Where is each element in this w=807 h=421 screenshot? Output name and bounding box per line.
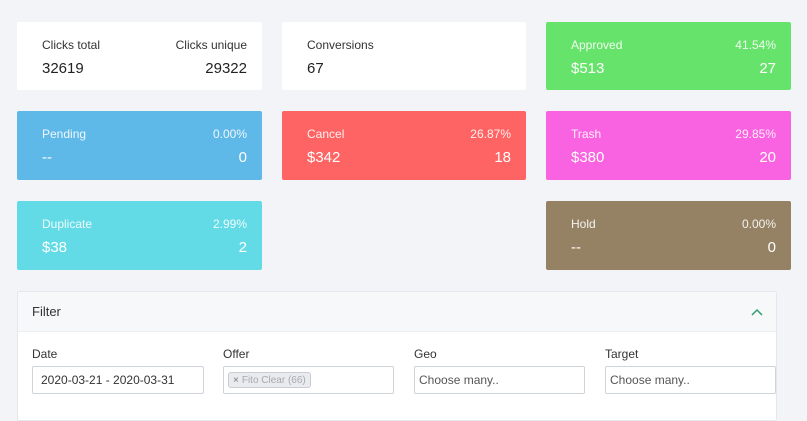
offer-chip-label: Fito Clear (66): [241, 374, 306, 386]
clicks-unique-value: 29322: [205, 60, 247, 77]
cancel-label: Cancel: [307, 127, 345, 141]
hold-count: 0: [767, 239, 776, 256]
approved-percent: 41.54%: [735, 38, 776, 52]
approved-amount: $513: [571, 60, 605, 77]
pending-card: Pending 0.00% -- 0: [17, 111, 262, 180]
filter-title: Filter: [32, 304, 61, 319]
trash-percent: 29.85%: [735, 127, 776, 141]
offer-chip: × Fito Clear (66): [228, 372, 311, 388]
duplicate-count: 2: [238, 239, 247, 256]
clicks-total-label: Clicks total: [42, 38, 101, 52]
duplicate-percent: 2.99%: [212, 217, 247, 231]
target-multiselect[interactable]: Choose many..: [605, 366, 776, 394]
pending-count: 0: [238, 149, 247, 166]
chevron-up-icon[interactable]: [750, 305, 764, 319]
offer-multiselect[interactable]: × Fito Clear (66): [223, 366, 394, 394]
approved-count: 27: [759, 60, 776, 77]
pending-label: Pending: [42, 127, 87, 141]
trash-label: Trash: [571, 127, 602, 141]
hold-percent: 0.00%: [741, 217, 776, 231]
geo-label: Geo: [414, 347, 437, 361]
approved-label: Approved: [571, 38, 623, 52]
filter-panel: Filter Date 2020-03-21 - 2020-03-31 Offe…: [17, 291, 777, 421]
hold-label: Hold: [571, 217, 596, 231]
duplicate-card: Duplicate 2.99% $38 2: [17, 201, 262, 270]
duplicate-label: Duplicate: [42, 217, 93, 231]
clicks-card: Clicks total Clicks unique 32619 29322: [17, 22, 262, 90]
hold-card: Hold 0.00% -- 0: [546, 201, 791, 270]
hold-amount: --: [571, 239, 581, 256]
clicks-total-value: 32619: [42, 60, 84, 77]
conversions-label: Conversions: [307, 38, 374, 52]
pending-percent: 0.00%: [212, 127, 247, 141]
filter-header[interactable]: Filter: [18, 292, 776, 332]
geo-placeholder: Choose many..: [419, 373, 499, 387]
date-label: Date: [32, 347, 58, 361]
approved-card: Approved 41.54% $513 27: [546, 22, 791, 90]
cancel-amount: $342: [307, 149, 341, 166]
date-range-value: 2020-03-21 - 2020-03-31: [41, 373, 175, 387]
pending-amount: --: [42, 149, 52, 166]
trash-card: Trash 29.85% $380 20: [546, 111, 791, 180]
cancel-percent: 26.87%: [470, 127, 511, 141]
target-placeholder: Choose many..: [610, 373, 690, 387]
conversions-card: Conversions 67: [282, 22, 526, 90]
conversions-value: 67: [307, 60, 324, 77]
chip-remove-icon[interactable]: ×: [233, 374, 239, 386]
cancel-count: 18: [494, 149, 511, 166]
date-range-input[interactable]: 2020-03-21 - 2020-03-31: [32, 366, 204, 394]
offer-label: Offer: [223, 347, 250, 361]
duplicate-amount: $38: [42, 239, 68, 256]
target-label: Target: [605, 347, 639, 361]
clicks-unique-label: Clicks unique: [175, 38, 247, 52]
trash-count: 20: [759, 149, 776, 166]
geo-multiselect[interactable]: Choose many..: [414, 366, 585, 394]
trash-amount: $380: [571, 149, 605, 166]
cancel-card: Cancel 26.87% $342 18: [282, 111, 526, 180]
